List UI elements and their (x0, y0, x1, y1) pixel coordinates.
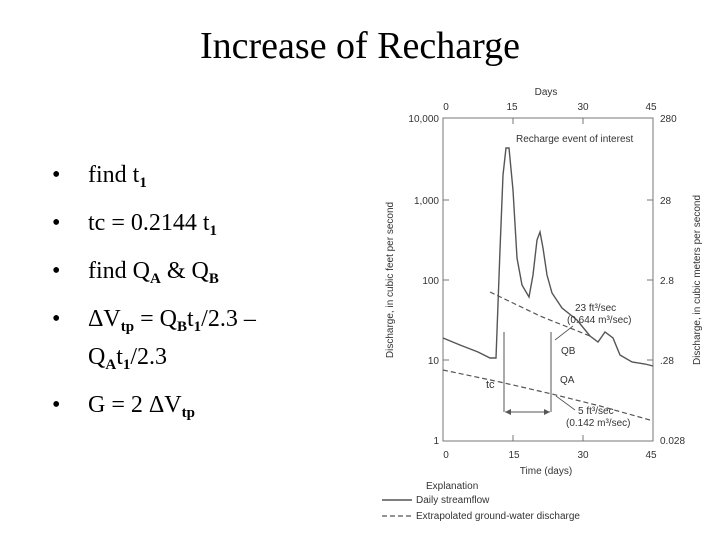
bullet-find-qa-qb: • find QA & QB (52, 258, 219, 287)
bottom-tick-30: 30 (577, 450, 589, 461)
extrapolated-recession-line-lower (442, 369, 651, 421)
ticks (443, 118, 653, 441)
bottom-tick-45: 45 (645, 450, 657, 461)
explanation-title: Explanation (426, 481, 478, 492)
tc-arrow-head-left (505, 409, 511, 415)
label-qa: QA (560, 375, 575, 386)
right-tick-0-28: .28 (660, 356, 674, 367)
bullet-delta-v: • ΔVtp = QBt1/2.3 – QAt1/2.3 (52, 304, 382, 380)
annotation-qa-value: 5 ft³/sec (578, 406, 614, 417)
bottom-tick-0: 0 (443, 450, 449, 461)
annotation-qb-leader (554, 325, 574, 341)
annotation-recharge-event: Recharge event of interest (516, 134, 634, 145)
bullet-delta-v-continuation: QAt1/2.3 (88, 344, 168, 373)
hydrograph-figure: Days 0 15 30 45 10,000 1,000 100 10 1 28… (382, 87, 703, 522)
slide-title: Increase of Recharge (200, 25, 520, 67)
bullet-find-t1: • find t1 (52, 162, 147, 191)
left-tick-1: 1 (433, 436, 439, 447)
bullet-tc: • tc = 0.2144 t1 (52, 210, 218, 239)
daily-streamflow-line (442, 147, 654, 367)
legend-dashed-label: Extrapolated ground-water discharge (416, 511, 580, 522)
right-tick-28: 28 (660, 196, 672, 207)
left-tick-100: 100 (422, 276, 439, 287)
right-tick-280: 280 (660, 114, 677, 125)
top-tick-15: 15 (506, 102, 518, 113)
bullet-list: • find t1 • tc = 0.2144 t1 • find QA & Q… (52, 160, 382, 438)
right-tick-2-8: 2.8 (660, 276, 674, 287)
bullet-marker: • (52, 162, 61, 188)
top-axis-title: Days (535, 87, 558, 98)
label-qb: QB (561, 346, 576, 357)
right-axis-title: Discharge, in cubic meters per second (692, 195, 703, 365)
left-tick-1000: 1,000 (414, 196, 439, 207)
annotation-qb-value-metric: (0.644 m³/sec) (567, 315, 631, 326)
bullet-marker: • (52, 258, 61, 284)
bottom-axis-title: Time (days) (520, 466, 572, 477)
bullet-marker: • (52, 392, 61, 418)
tc-arrow-head-right (544, 409, 550, 415)
bullet-marker: • (52, 306, 61, 332)
top-tick-30: 30 (577, 102, 589, 113)
bottom-tick-15: 15 (508, 450, 520, 461)
annotation-qa-value-metric: (0.142 m³/sec) (566, 418, 630, 429)
legend-solid-label: Daily streamflow (416, 495, 490, 506)
left-tick-10: 10 (428, 356, 440, 367)
right-tick-0-028: 0.028 (660, 436, 685, 447)
extrapolated-recession-line-upper (489, 291, 591, 337)
left-axis-title: Discharge, in cubic feet per second (385, 202, 396, 358)
top-tick-0: 0 (443, 102, 449, 113)
label-tc: tc (486, 379, 495, 391)
annotation-qb-value: 23 ft³/sec (575, 303, 616, 314)
top-tick-45: 45 (645, 102, 657, 113)
left-tick-10000: 10,000 (408, 114, 439, 125)
bullet-marker: • (52, 210, 61, 236)
bullet-g: • G = 2 ΔVtp (52, 392, 195, 421)
annotation-qa-leader (555, 395, 576, 411)
